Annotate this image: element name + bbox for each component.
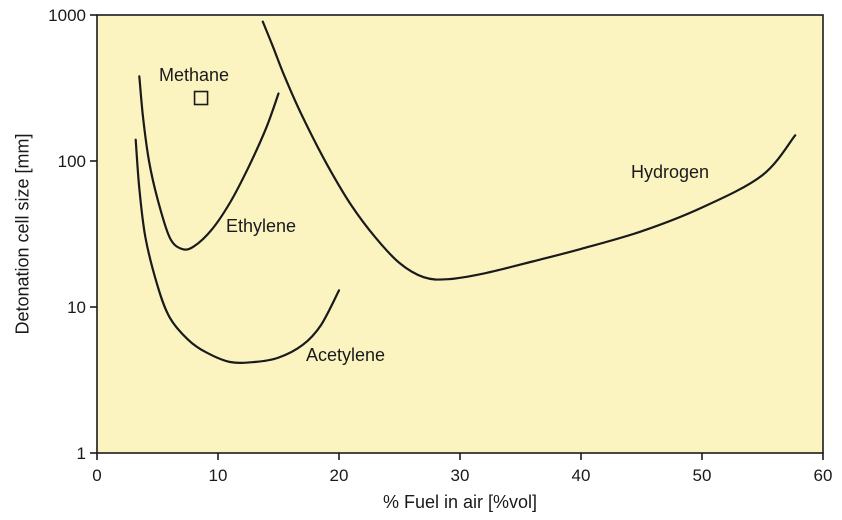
x-tick-label: 30 bbox=[451, 466, 470, 485]
x-tick-label: 0 bbox=[92, 466, 101, 485]
x-tick-label: 10 bbox=[209, 466, 228, 485]
plot-area bbox=[97, 15, 823, 453]
x-axis-title: % Fuel in air [%vol] bbox=[383, 492, 537, 512]
x-tick-label: 60 bbox=[814, 466, 833, 485]
series-layer bbox=[134, 20, 797, 364]
series-line-ethylene bbox=[138, 75, 280, 251]
marker-label-methane: Methane bbox=[159, 65, 229, 85]
series-label-acetylene: Acetylene bbox=[306, 345, 385, 365]
x-tick-label: 50 bbox=[693, 466, 712, 485]
y-tick-label: 100 bbox=[58, 152, 86, 171]
series-label-ethylene: Ethylene bbox=[226, 216, 296, 236]
y-axis-title: Detonation cell size [mm] bbox=[12, 133, 32, 334]
marker-methane bbox=[193, 90, 209, 106]
series-label-hydrogen: Hydrogen bbox=[631, 162, 709, 182]
series-label-layer: Hydrogen Ethylene Acetylene Methane bbox=[159, 65, 709, 365]
x-tick-label: 20 bbox=[330, 466, 349, 485]
marker-layer bbox=[193, 90, 209, 106]
y-tick-label: 1 bbox=[77, 444, 86, 463]
axes: 0 10 20 30 40 50 60 1 10 100 1000 bbox=[48, 6, 832, 485]
series-line-acetylene bbox=[134, 138, 341, 364]
y-tick-label: 1000 bbox=[48, 6, 86, 25]
series-line-hydrogen bbox=[261, 20, 797, 281]
y-tick-label: 10 bbox=[67, 298, 86, 317]
x-tick-label: 40 bbox=[572, 466, 591, 485]
